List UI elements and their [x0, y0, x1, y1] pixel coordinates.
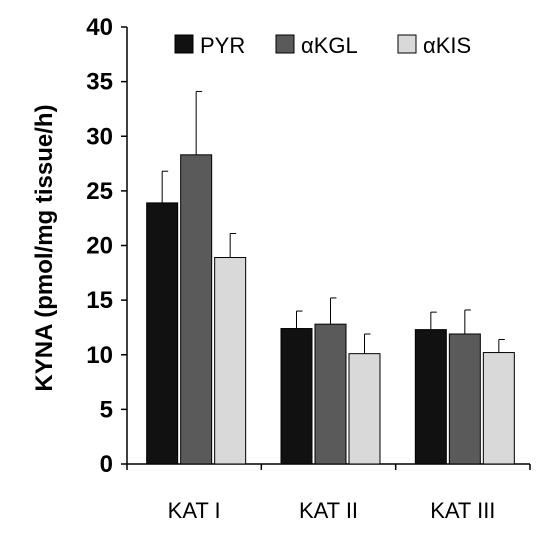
legend-label: αKIS — [423, 33, 471, 58]
y-axis-title: KYNA (pmol/mg tissue/h) — [31, 104, 58, 391]
y-tick-label: 35 — [86, 69, 113, 96]
bar — [280, 328, 313, 465]
bar — [314, 323, 347, 465]
legend-swatch — [397, 34, 417, 54]
legend: PYR αKGL αKIS — [174, 33, 471, 58]
y-tick-label: 20 — [86, 233, 113, 260]
x-category-label: KAT III — [430, 498, 495, 523]
y-tick-label: 25 — [86, 178, 113, 205]
x-category-label: KAT I — [168, 498, 221, 523]
bars — [146, 90, 515, 465]
legend-swatch — [275, 34, 295, 54]
bar — [348, 353, 381, 465]
legend-label: αKGL — [301, 33, 358, 58]
legend-label: PYR — [200, 33, 245, 58]
axes: 0 5 10 15 20 25 30 35 40 KAT I KAT II KAT III — [86, 14, 531, 523]
y-tick-label: 40 — [86, 14, 113, 41]
y-tick-label: 10 — [86, 342, 113, 369]
bar — [482, 352, 515, 465]
y-tick-label: 30 — [86, 123, 113, 150]
y-tick-label: 0 — [100, 451, 113, 478]
bar — [414, 329, 447, 465]
y-tick-label: 15 — [86, 287, 113, 314]
bar — [448, 333, 481, 465]
legend-swatch — [174, 34, 194, 54]
y-tick-label: 5 — [100, 396, 113, 423]
x-category-label: KAT II — [299, 498, 358, 523]
bar — [180, 154, 213, 465]
bar — [214, 257, 247, 465]
bar — [146, 202, 179, 465]
